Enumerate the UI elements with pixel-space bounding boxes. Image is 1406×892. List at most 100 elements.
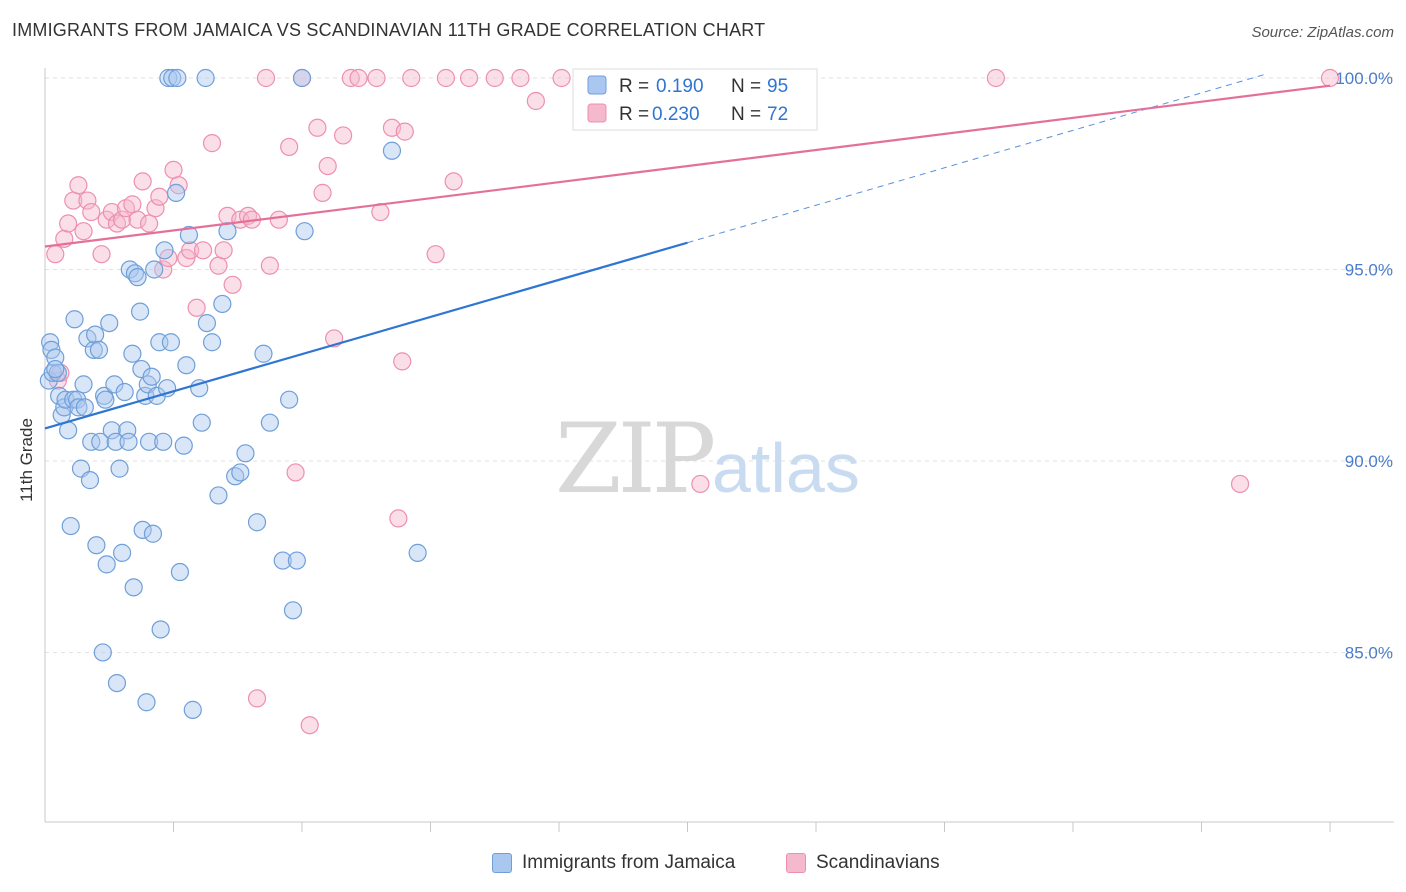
source-label: Source: ZipAtlas.com <box>1251 24 1394 41</box>
legend-label-jamaica: Immigrants from Jamaica <box>522 852 736 873</box>
watermark-zip: ZIP <box>555 403 714 515</box>
scandinavians-point <box>128 210 147 229</box>
jamaica-point <box>128 268 147 287</box>
legend-r-value-pink: 0.230 <box>652 104 700 125</box>
jamaica-point <box>143 524 163 543</box>
scandinavians-point <box>123 195 142 214</box>
jamaica-points <box>39 68 427 719</box>
scandinavians-point <box>436 68 456 88</box>
scandinavians-point <box>112 210 132 229</box>
y-tick-label: 100.0% <box>1335 69 1393 88</box>
jamaica-trend-line <box>44 241 688 430</box>
scandinavians-point <box>181 241 200 260</box>
trend-lines <box>44 73 1331 430</box>
legend-item-jamaica: Immigrants from Jamaica <box>492 852 735 874</box>
legend-swatch-jamaica <box>492 853 512 873</box>
scandinavians-point <box>78 191 97 210</box>
jamaica-point <box>168 68 187 88</box>
scandinavians-point <box>393 352 412 371</box>
jamaica-point <box>86 325 105 344</box>
scandinavians-point <box>247 689 267 708</box>
scandinavians-point <box>318 156 337 176</box>
scandinavians-point <box>444 172 463 191</box>
axes <box>44 68 1394 832</box>
scandinavians-point <box>334 126 353 145</box>
scandinavians-trend-line <box>44 84 1331 248</box>
jamaica-point <box>139 432 159 451</box>
legend-n-label-blue: N = <box>731 76 761 97</box>
tick-labels: 85.0%90.0%95.0%100.0%0.0%100.0% <box>1335 69 1393 662</box>
watermark: ZIP atlas <box>555 403 860 515</box>
scandinavians-point <box>187 298 206 317</box>
jamaica-point <box>202 333 222 352</box>
jamaica-point <box>119 432 138 451</box>
jamaica-point <box>283 601 303 620</box>
scandinavians-point <box>308 118 327 137</box>
jamaica-point <box>65 310 84 329</box>
jamaica-point <box>87 536 106 555</box>
scandinavians-point <box>74 222 93 241</box>
scandinavians-point <box>146 199 165 218</box>
legend-r-label-blue: R = <box>619 76 649 97</box>
jamaica-point <box>110 459 129 478</box>
jamaica-point <box>280 390 299 409</box>
scandinavians-point <box>313 183 332 202</box>
jamaica-point <box>75 398 94 417</box>
scandinavians-point <box>511 68 530 88</box>
scandinavians-point <box>82 202 101 222</box>
jamaica-point <box>124 578 143 597</box>
jamaica-point <box>46 359 65 379</box>
jamaica-point <box>260 413 279 432</box>
scandinavians-point <box>426 245 445 264</box>
jamaica-point <box>170 562 190 582</box>
jamaica-point <box>154 432 173 451</box>
jamaica-point <box>196 68 215 88</box>
jamaica-point <box>74 375 93 394</box>
jamaica-point <box>93 643 112 662</box>
jamaica-point <box>68 390 87 409</box>
jamaica-point <box>142 367 161 386</box>
jamaica-point <box>102 421 121 440</box>
scandinavians-point <box>526 91 545 111</box>
scandinavians-point <box>46 245 65 264</box>
scandinavians-point <box>133 172 152 191</box>
scandinavians-point <box>269 210 288 229</box>
legend-r-value-blue: 0.190 <box>656 76 704 97</box>
jamaica-point <box>209 486 228 505</box>
jamaica-point <box>177 356 196 375</box>
jamaica-point <box>151 620 170 639</box>
jamaica-point <box>197 313 217 333</box>
jamaica-point <box>61 516 80 536</box>
chart-title: IMMIGRANTS FROM JAMAICA VS SCANDINAVIAN … <box>12 20 766 40</box>
jamaica-point <box>231 463 250 482</box>
jamaica-point <box>295 222 314 241</box>
jamaica-point <box>91 432 110 451</box>
jamaica-point <box>118 421 137 440</box>
scandinavians-point <box>209 256 228 275</box>
scandinavians-point <box>395 122 414 141</box>
legend-n-value-blue: 95 <box>767 76 788 97</box>
jamaica-point <box>97 555 116 574</box>
jamaica-point <box>382 141 402 160</box>
scandinavians-point <box>485 68 504 88</box>
jamaica-point <box>236 444 255 463</box>
jamaica-point <box>247 513 267 532</box>
scandinavians-point <box>286 463 305 482</box>
scandinavians-point <box>389 509 408 528</box>
y-tick-label: 95.0% <box>1345 260 1393 279</box>
jamaica-point <box>123 344 142 363</box>
jamaica-point <box>161 333 181 352</box>
legend-r-label-pink: R = <box>619 104 649 125</box>
jamaica-point <box>84 340 103 360</box>
scandinavians-point <box>193 241 213 260</box>
legend-item-scandinavians: Scandinavians <box>786 852 940 874</box>
scandinavians-point <box>280 137 299 157</box>
jamaica-point <box>115 382 134 402</box>
jamaica-point <box>137 693 156 712</box>
scandinavians-point <box>260 256 279 275</box>
jamaica-point <box>106 432 125 451</box>
watermark-atlas: atlas <box>712 429 860 507</box>
jamaica-point <box>292 68 312 88</box>
scatter-chart: ZIP atlas 85.0%90.0%95.0%100.0%0.0%100.0… <box>17 68 1394 832</box>
scandinavians-point <box>202 134 222 153</box>
